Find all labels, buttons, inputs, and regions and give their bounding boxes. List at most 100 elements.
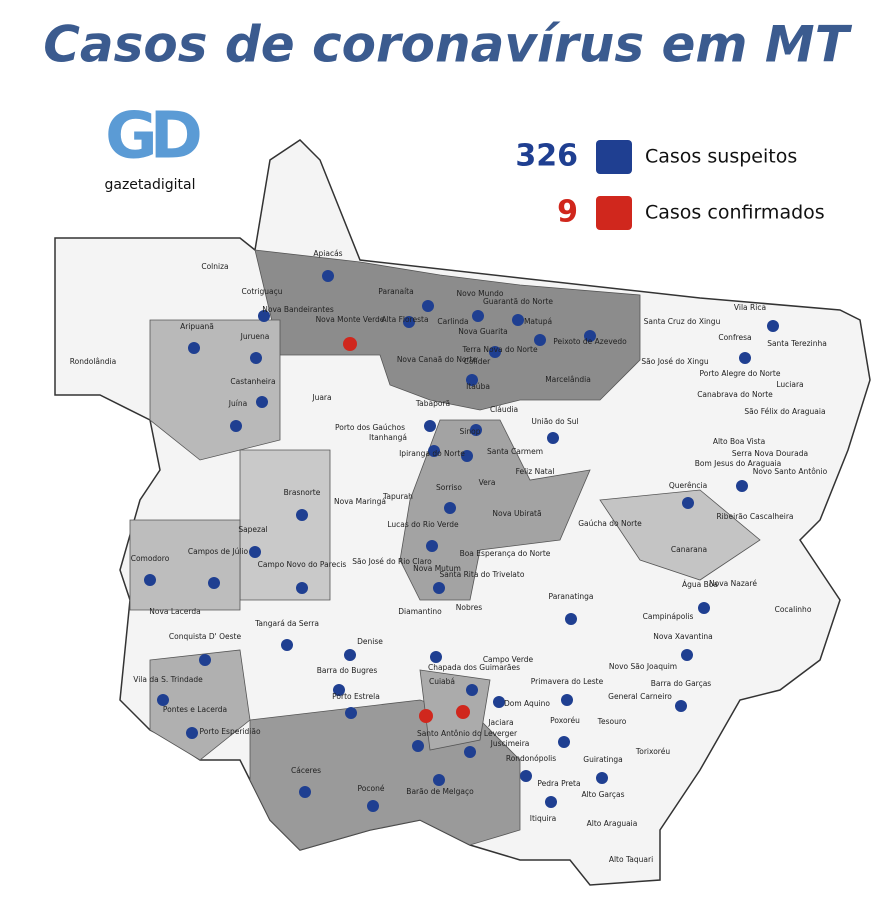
municipality-label: Nobres xyxy=(456,603,482,612)
suspected-case-dot xyxy=(403,316,415,328)
municipality-label: Rondonópolis xyxy=(506,754,556,763)
suspected-case-dot xyxy=(512,314,524,326)
municipality-label: Santa Rita do Trivelato xyxy=(440,570,525,579)
municipality-label: Conquista D' Oeste xyxy=(169,632,242,641)
municipality-label: Juruena xyxy=(240,332,270,341)
suspected-case-dot xyxy=(322,270,334,282)
suspected-case-dot xyxy=(144,574,156,586)
suspected-case-dot xyxy=(424,420,436,432)
municipality-label: Apiacás xyxy=(313,249,342,258)
suspected-case-dot xyxy=(461,450,473,462)
municipality-label: Querência xyxy=(669,481,707,490)
municipality-label: Barra do Bugres xyxy=(317,666,378,675)
municipality-label: Nova Monte Verde xyxy=(316,315,385,324)
suspected-case-dot xyxy=(249,546,261,558)
municipality-label: Marcelândia xyxy=(545,375,591,384)
municipality-label: Campos de Júlio xyxy=(188,547,249,556)
legend-count: 9 xyxy=(557,195,578,230)
municipality-label: Nova Canaã do Norte xyxy=(397,355,478,364)
municipality-label: Serra Nova Dourada xyxy=(732,449,808,458)
municipality-label: Torixoréu xyxy=(635,747,670,756)
suspected-case-dot xyxy=(547,432,559,444)
municipality-label: Chapada dos Guimarães xyxy=(428,663,520,672)
municipality-label: Juína xyxy=(228,399,247,408)
suspected-case-dot xyxy=(698,602,710,614)
municipality-label: São Félix do Araguaia xyxy=(744,407,825,416)
municipality-label: Vila Rica xyxy=(734,303,766,312)
suspected-case-dot xyxy=(739,352,751,364)
suspected-case-dot xyxy=(558,736,570,748)
suspected-case-dot xyxy=(561,694,573,706)
suspected-case-dot xyxy=(472,310,484,322)
municipality-label: Campo Novo do Parecis xyxy=(258,560,347,569)
municipality-label: Pedra Preta xyxy=(537,779,580,788)
municipality-label: Canarana xyxy=(671,545,707,554)
municipality-label: Alta Floresta xyxy=(381,315,428,324)
municipality-label: Cáceres xyxy=(291,766,321,775)
suspected-case-dot xyxy=(433,774,445,786)
municipality-label: Bom Jesus do Araguaia xyxy=(695,459,782,468)
municipality-label: Brasnorte xyxy=(284,488,321,497)
municipality-label: Itiquira xyxy=(530,814,557,823)
municipality-label: Porto Esperidião xyxy=(199,727,260,736)
suspected-case-dot xyxy=(466,374,478,386)
suspected-case-dot xyxy=(428,445,440,457)
suspected-case-dot xyxy=(345,707,357,719)
logo-mark: GD xyxy=(105,100,200,174)
municipality-label: Comodoro xyxy=(131,554,170,563)
municipality-label: Luciara xyxy=(776,380,803,389)
suspected-case-dot xyxy=(188,342,200,354)
municipality-label: Poxoréu xyxy=(550,716,580,725)
municipality-label: Nova Nazaré xyxy=(709,579,757,588)
municipality-label: Ipiranga do Norte xyxy=(399,449,465,458)
suspected-case-dot xyxy=(281,639,293,651)
suspected-case-dot xyxy=(736,480,748,492)
municipality-label: Rondolândia xyxy=(70,357,116,366)
municipality-label: Nova Guarita xyxy=(458,327,507,336)
suspected-case-dot xyxy=(534,334,546,346)
suspected-case-dot xyxy=(520,770,532,782)
municipality-label: Diamantino xyxy=(398,607,442,616)
municipality-label: Vera xyxy=(479,478,496,487)
municipality-label: União do Sul xyxy=(531,417,578,426)
municipality-label: Sapezal xyxy=(238,525,267,534)
suspected-case-dot xyxy=(584,330,596,342)
municipality-label: Colniza xyxy=(201,262,228,271)
municipality-label: Juara xyxy=(311,393,331,402)
suspected-case-dot xyxy=(296,582,308,594)
municipality-label: Juscimeira xyxy=(490,739,530,748)
suspected-case-dot xyxy=(433,582,445,594)
logo-caption: gazetadigital xyxy=(104,177,195,193)
municipality-label: General Carneiro xyxy=(608,692,672,701)
municipality-labels: Colniza Apiacás Cotriguaçu Paranaíta Nova Ba… xyxy=(70,249,828,864)
suspected-case-dot xyxy=(430,651,442,663)
confirmed-case-dot xyxy=(456,705,470,719)
suspected-case-dot xyxy=(412,740,424,752)
municipality-label: Santo Antônio do Leverger xyxy=(417,729,518,738)
municipality-label: São José do Rio Claro xyxy=(352,557,432,566)
municipality-label: Poconé xyxy=(358,784,385,793)
municipality-label: Vila da S. Trindade xyxy=(133,675,203,684)
municipality-label: Cláudia xyxy=(490,405,518,414)
suspected-case-dot xyxy=(422,300,434,312)
municipality-label: Barão de Melgaço xyxy=(406,787,474,796)
municipality-label: Tangará da Serra xyxy=(254,619,319,628)
municipality-label: Terra Nova do Norte xyxy=(461,345,538,354)
municipality-label: Dom Aquino xyxy=(504,699,550,708)
municipality-label: São José do Xingu xyxy=(641,357,709,366)
municipality-label: Alto Garças xyxy=(581,790,624,799)
municipality-label: Confresa xyxy=(718,333,751,342)
legend-label: Casos confirmados xyxy=(645,202,825,224)
suspected-case-dot xyxy=(299,786,311,798)
suspected-case-dot xyxy=(186,727,198,739)
municipality-label: Cuiabá xyxy=(429,677,455,686)
municipality-label: Alto Taquari xyxy=(609,855,653,864)
municipality-label: Nova Maringá xyxy=(334,497,386,506)
municipality-label: Guiratinga xyxy=(583,755,622,764)
municipality-label: Guarantã do Norte xyxy=(483,297,553,306)
municipality-label: Nova Ubiratã xyxy=(492,509,541,518)
suspected-case-dot xyxy=(444,502,456,514)
municipality-label: Sorriso xyxy=(436,483,462,492)
municipality-label: Novo Santo Antônio xyxy=(753,467,828,476)
